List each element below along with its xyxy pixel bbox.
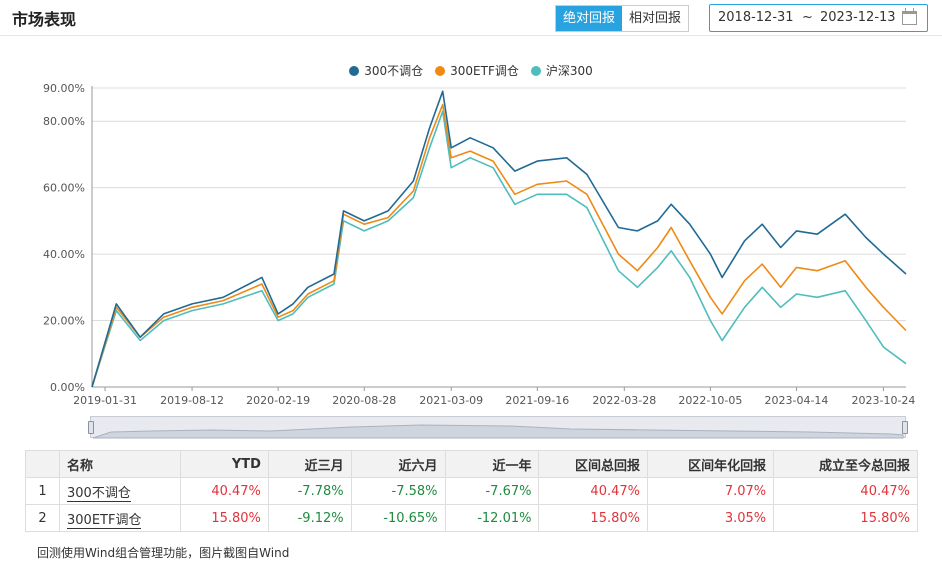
- row-name[interactable]: 300ETF调仓: [67, 512, 142, 529]
- series-line-2: [91, 110, 907, 388]
- legend-label: 300不调仓: [364, 64, 424, 78]
- y-tick-label: 90.00%: [43, 82, 85, 95]
- absolute-return-button[interactable]: 绝对回报: [556, 6, 623, 31]
- y-tick-label: 20.00%: [43, 315, 85, 328]
- date-range-picker[interactable]: 2018-12-31 ~ 2023-12-13: [709, 4, 928, 32]
- table-header-name[interactable]: 名称: [58, 450, 182, 478]
- x-tick-label: 2019-01-31: [73, 394, 137, 407]
- scrollbar-right-handle[interactable]: [902, 421, 908, 434]
- cell-1y: -7.67%: [444, 477, 540, 505]
- cell-3m: -7.78%: [267, 477, 352, 505]
- footnote: 回测使用Wind组合管理功能，图片截图自Wind: [37, 546, 290, 560]
- header-bar: 市场表现 绝对回报 相对回报 2018-12-31 ~ 2023-12-13: [0, 0, 942, 36]
- x-tick-label: 2021-09-16: [505, 394, 569, 407]
- time-range-scrollbar[interactable]: [88, 416, 908, 439]
- row-name-link[interactable]: 300ETF调仓: [58, 504, 182, 532]
- date-start[interactable]: 2018-12-31: [718, 10, 794, 25]
- x-tick-label: 2020-08-28: [332, 394, 396, 407]
- y-tick-label: 60.00%: [43, 182, 85, 195]
- legend-item-csi300[interactable]: 沪深300: [530, 62, 593, 79]
- table-header-index: [25, 450, 60, 478]
- cell-annualized: 7.07%: [646, 477, 775, 505]
- performance-table: 名称 YTD 近三月 近六月 近一年 区间总回报 区间年化回报 成立至今总回报 …: [25, 450, 918, 532]
- cell-total: 40.47%: [538, 477, 648, 505]
- y-tick-label: 40.00%: [43, 248, 85, 261]
- table-header-annualized[interactable]: 区间年化回报: [646, 450, 775, 478]
- relative-return-button[interactable]: 相对回报: [622, 6, 689, 31]
- row-index: 2: [25, 504, 60, 532]
- y-tick-label: 0.00%: [50, 381, 85, 394]
- scrollbar-preview: [92, 424, 904, 439]
- cell-since-inception: 40.47%: [773, 477, 918, 505]
- legend-dot: [530, 65, 541, 76]
- legend-dot: [349, 65, 360, 76]
- legend-item-300-no-rebalance[interactable]: 300不调仓: [349, 62, 423, 79]
- scrollbar-left-handle[interactable]: [88, 421, 94, 434]
- cell-total: 15.80%: [538, 504, 648, 532]
- cell-since-inception: 15.80%: [773, 504, 918, 532]
- x-tick-label: 2020-02-19: [246, 394, 310, 407]
- table-row: 1 300不调仓 40.47% -7.78% -7.58% -7.67% 40.…: [25, 477, 918, 505]
- legend-item-300etf-rebalance[interactable]: 300ETF调仓: [435, 62, 519, 79]
- x-tick-label: 2022-03-28: [592, 394, 656, 407]
- legend-dot: [435, 65, 446, 76]
- x-tick-label: 2021-03-09: [419, 394, 483, 407]
- table-header-ytd[interactable]: YTD: [180, 450, 269, 478]
- x-tick-label: 2023-04-14: [765, 394, 829, 407]
- cell-6m: -7.58%: [350, 477, 446, 505]
- cell-1y: -12.01%: [444, 504, 540, 532]
- legend-label: 300ETF调仓: [450, 64, 519, 78]
- return-mode-toggle: 绝对回报 相对回报: [555, 5, 690, 32]
- table-header-since-inception[interactable]: 成立至今总回报: [773, 450, 918, 478]
- scrollbar-preview-area: [92, 424, 904, 439]
- y-tick-label: 80.00%: [43, 115, 85, 128]
- cell-3m: -9.12%: [267, 504, 352, 532]
- cell-annualized: 3.05%: [646, 504, 775, 532]
- x-tick-label: 2019-08-12: [160, 394, 224, 407]
- cell-6m: -10.65%: [350, 504, 446, 532]
- page-title: 市场表现: [12, 10, 77, 29]
- x-tick-label: 2022-10-05: [678, 394, 742, 407]
- table-header-6m[interactable]: 近六月: [350, 450, 446, 478]
- row-name[interactable]: 300不调仓: [67, 485, 131, 502]
- legend-label: 沪深300: [545, 64, 593, 78]
- table-header-total[interactable]: 区间总回报: [538, 450, 648, 478]
- date-separator: ~: [802, 10, 813, 25]
- table-header-1y[interactable]: 近一年: [444, 450, 540, 478]
- row-name-link[interactable]: 300不调仓: [58, 477, 182, 505]
- cell-ytd: 40.47%: [180, 477, 269, 505]
- cell-ytd: 15.80%: [180, 504, 269, 532]
- table-row: 2 300ETF调仓 15.80% -9.12% -10.65% -12.01%…: [25, 504, 918, 532]
- series-line-0: [91, 90, 907, 388]
- date-end[interactable]: 2023-12-13: [820, 10, 896, 25]
- chart-legend: 300不调仓 300ETF调仓 沪深300: [0, 62, 942, 79]
- series-line-1: [91, 103, 907, 388]
- row-index: 1: [25, 477, 60, 505]
- calendar-icon[interactable]: [902, 8, 917, 25]
- x-tick-label: 2023-10-24: [851, 394, 915, 407]
- performance-line-chart: 0.00% 20.00% 40.00% 60.00% 80.00% 90.00% 2019-…: [43, 82, 915, 407]
- table-header-row: 名称 YTD 近三月 近六月 近一年 区间总回报 区间年化回报 成立至今总回报: [25, 450, 918, 478]
- table-header-3m[interactable]: 近三月: [267, 450, 352, 478]
